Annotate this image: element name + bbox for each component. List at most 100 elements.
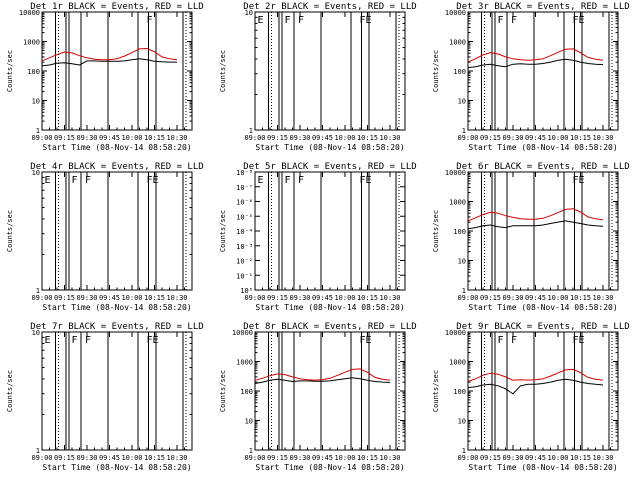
y-tick-label: 10000 <box>445 9 466 17</box>
x-tick-label: 09:45 <box>312 134 333 142</box>
plot-frame <box>41 331 193 451</box>
plot-det-3r: Det 3r BLACK = Events, RED = LLD 1 10 100 10… <box>432 2 630 152</box>
y-tick-label: 1000 <box>449 359 466 367</box>
flag-label: F <box>285 15 291 26</box>
x-tick-label: 09:00 <box>457 134 478 142</box>
x-tick-label: 09:15 <box>54 454 75 462</box>
x-tick-label: 09:45 <box>99 134 120 142</box>
plot-det-6r: Det 6r BLACK = Events, RED = LLD 1 10 100 10… <box>432 162 630 312</box>
flag-label: E <box>45 335 51 346</box>
y-tick-label: 10000 <box>232 329 253 337</box>
plot-frame <box>467 171 619 291</box>
y-tick-label: 10000 <box>445 169 466 177</box>
plot-title: Det 7r BLACK = Events, RED = LLD <box>30 322 203 332</box>
flag-label: F <box>360 335 366 346</box>
lld-series-line <box>467 208 604 222</box>
x-tick-label: 09:00 <box>244 294 265 302</box>
x-tick-label: 09:00 <box>244 454 265 462</box>
lld-series-line <box>467 368 604 382</box>
y-tick-label: 10 <box>458 98 466 106</box>
y-tick-label: 10⁻³ <box>236 243 253 251</box>
flag-label: F <box>573 15 579 26</box>
x-axis-label: Start Time (08-Nov-14 08:58:20) <box>42 143 191 152</box>
flag-label: F <box>147 15 153 26</box>
x-tick-label: 09:30 <box>289 454 310 462</box>
y-tick-label: 1 <box>36 287 40 295</box>
x-tick-label: 10:00 <box>121 294 142 302</box>
flag-label: E <box>579 175 585 186</box>
plot-det-5r: Det 5r BLACK = Events, RED = LLD 10⁰ 10⁻¹ 1… <box>219 162 417 312</box>
x-axis-label: Start Time (08-Nov-14 08:58:20) <box>255 463 404 472</box>
x-tick-label: 09:00 <box>31 134 52 142</box>
plot-title: Det 3r BLACK = Events, RED = LLD <box>456 2 629 12</box>
y-tick-label: 100 <box>27 68 40 76</box>
flag-label: F <box>147 175 153 186</box>
flag-label: F <box>498 15 504 26</box>
y-tick-label: 10⁻⁵ <box>236 213 253 221</box>
x-tick-label: 09:45 <box>99 454 120 462</box>
flag-label: F <box>298 15 304 26</box>
flag-label: E <box>153 175 159 186</box>
flag-label: E <box>153 335 159 346</box>
plot-frame <box>41 171 193 291</box>
flag-label: E <box>579 15 585 26</box>
plot-title: Det 8r BLACK = Events, RED = LLD <box>243 322 416 332</box>
y-tick-label: 10⁻⁴ <box>236 228 253 236</box>
plot-title: Det 6r BLACK = Events, RED = LLD <box>456 162 629 172</box>
y-tick-label: 1 <box>462 447 466 455</box>
flag-label: F <box>85 335 91 346</box>
y-axis-label: Counts/sec <box>432 50 440 92</box>
flag-label: F <box>360 15 366 26</box>
plot-title: Det 5r BLACK = Events, RED = LLD <box>243 162 416 172</box>
lld-series-line <box>41 47 178 62</box>
plot-title: Det 9r BLACK = Events, RED = LLD <box>456 322 629 332</box>
flag-label: F <box>72 175 78 186</box>
y-tick-label: 10 <box>245 9 253 17</box>
y-tick-label: 1000 <box>449 39 466 47</box>
x-tick-label: 09:00 <box>31 294 52 302</box>
x-tick-label: 10:15 <box>570 454 591 462</box>
x-tick-label: 09:45 <box>312 454 333 462</box>
y-tick-label: 10⁻⁶ <box>236 199 253 207</box>
flag-label: E <box>45 175 51 186</box>
y-tick-label: 1 <box>249 127 253 135</box>
plot-det-8r: Det 8r BLACK = Events, RED = LLD 1 10 100 10… <box>219 322 417 472</box>
x-axis-label: Start Time (08-Nov-14 08:58:20) <box>42 303 191 312</box>
y-tick-label: 10 <box>32 169 40 177</box>
y-axis-label: Counts/sec <box>432 210 440 252</box>
y-axis-label: Counts/sec <box>219 370 227 412</box>
flag-label: E <box>258 175 264 186</box>
x-tick-label: 09:45 <box>525 454 546 462</box>
x-tick-label: 09:00 <box>457 454 478 462</box>
x-tick-label: 09:00 <box>457 294 478 302</box>
y-tick-label: 1 <box>36 127 40 135</box>
y-tick-label: 10⁻⁸ <box>236 169 253 177</box>
x-tick-label: 10:00 <box>334 294 355 302</box>
flag-label: F <box>360 175 366 186</box>
x-tick-label: 10:30 <box>379 294 400 302</box>
events-series-line <box>467 378 604 395</box>
plot-title: Det 4r BLACK = Events, RED = LLD <box>30 162 203 172</box>
y-tick-label: 10 <box>245 418 253 426</box>
flag-label: E <box>366 335 372 346</box>
x-tick-label: 10:00 <box>547 454 568 462</box>
flag-label: E <box>366 175 372 186</box>
y-tick-label: 10 <box>458 258 466 266</box>
events-series-line <box>467 58 604 69</box>
flag-label: F <box>498 335 504 346</box>
y-axis-label: Counts/sec <box>219 50 227 92</box>
x-tick-label: 10:15 <box>357 454 378 462</box>
plot-det-9r: Det 9r BLACK = Events, RED = LLD 1 10 100 10… <box>432 322 630 472</box>
y-tick-label: 1000 <box>449 199 466 207</box>
flag-label: F <box>511 335 517 346</box>
x-tick-label: 09:00 <box>31 454 52 462</box>
y-tick-label: 1 <box>462 127 466 135</box>
x-tick-label: 09:15 <box>480 454 501 462</box>
x-tick-label: 10:15 <box>357 294 378 302</box>
x-tick-label: 09:15 <box>54 294 75 302</box>
x-tick-label: 09:30 <box>289 294 310 302</box>
y-axis-label: Counts/sec <box>6 210 14 252</box>
events-series-line <box>467 220 604 230</box>
x-tick-label: 10:30 <box>592 134 613 142</box>
